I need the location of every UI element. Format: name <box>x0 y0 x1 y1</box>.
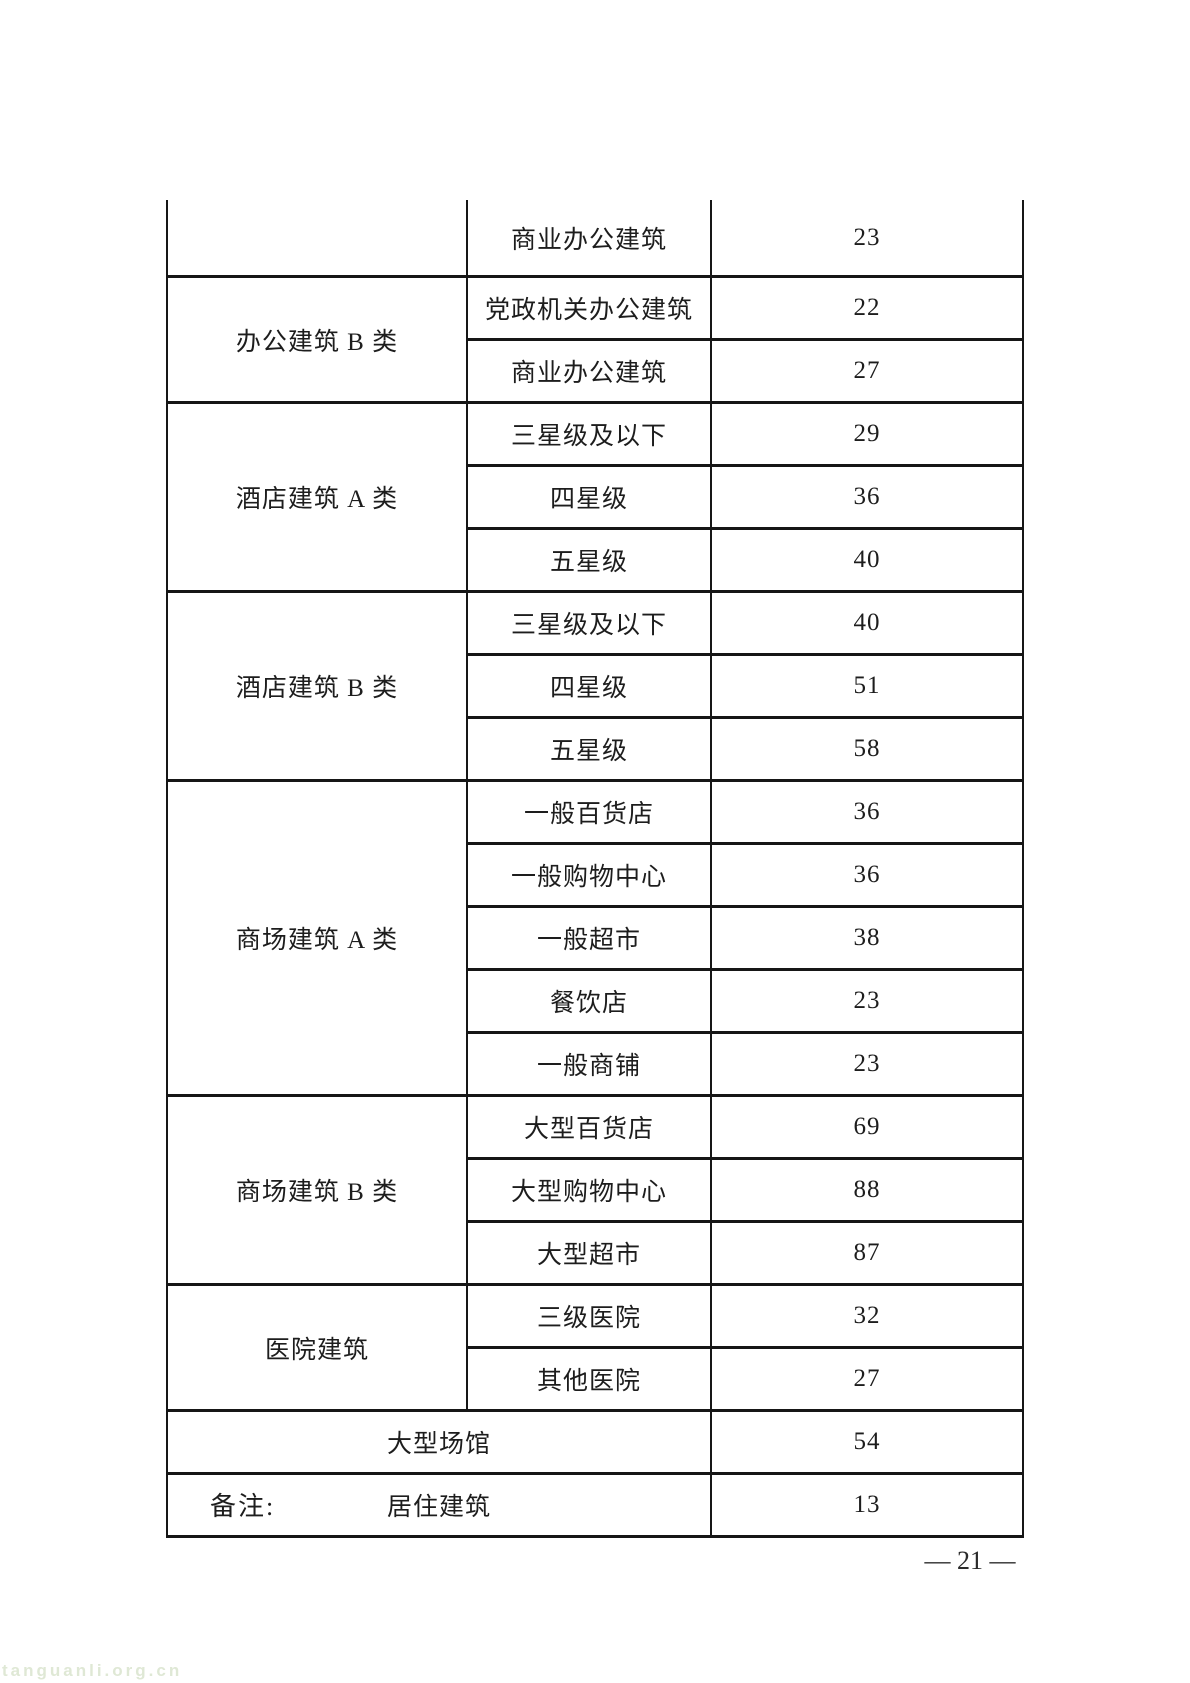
subcategory-cell: 五星级 <box>466 716 712 782</box>
subcategory-cell: 三星级及以下 <box>466 401 712 467</box>
table-row: 大型超市 87 <box>167 1220 1024 1286</box>
subcategory-cell: 一般百货店 <box>466 779 712 845</box>
category-cell-continued <box>166 200 468 278</box>
page-number: — 21 — <box>924 1546 1016 1575</box>
table-row: 酒店建筑 B 类 三星级及以下 40 <box>166 590 1024 782</box>
table-row: 一般超市 38 <box>167 905 1024 971</box>
table-row: 酒店建筑 A 类 三星级及以下 29 <box>166 401 1024 593</box>
value-cell: 69 <box>710 1094 1024 1160</box>
building-energy-table: 商业办公建筑 23 办公建筑 B 类 党政机关办公建筑 22 商业办公建筑 27… <box>166 200 1024 1538</box>
value-cell: 38 <box>710 905 1024 971</box>
table-row: 商业办公建筑 23 <box>166 200 1024 278</box>
category-cell: 酒店建筑 A 类 <box>166 401 468 593</box>
value-cell: 40 <box>710 590 1024 656</box>
table-row: 一般购物中心 36 <box>167 842 1024 908</box>
table-row: 商场建筑 B 类 大型百货店 69 <box>166 1094 1024 1286</box>
subcategory-cell: 四星级 <box>466 464 712 530</box>
table-row: 商业办公建筑 27 <box>167 338 1024 404</box>
value-cell: 32 <box>710 1283 1024 1349</box>
subcategory-cell: 党政机关办公建筑 <box>466 275 712 341</box>
table-row: 办公建筑 B 类 党政机关办公建筑 22 <box>166 275 1024 404</box>
subcategory-cell: 餐饮店 <box>466 968 712 1034</box>
subcategory-cell: 三星级及以下 <box>466 590 712 656</box>
merged-category-cell: 大型场馆 <box>166 1409 712 1475</box>
category-cell: 商场建筑 B 类 <box>166 1094 468 1286</box>
subcategory-cell: 三级医院 <box>466 1283 712 1349</box>
value-cell: 13 <box>710 1472 1024 1538</box>
table-row: 四星级 51 <box>167 653 1024 719</box>
value-cell: 22 <box>710 275 1024 341</box>
notes-label: 备注: <box>210 1492 276 1521</box>
subcategory-cell: 商业办公建筑 <box>466 200 712 278</box>
table-row: 一般商铺 23 <box>167 1031 1024 1097</box>
value-cell: 36 <box>710 779 1024 845</box>
value-cell: 88 <box>710 1157 1024 1223</box>
subcategory-cell: 一般商铺 <box>466 1031 712 1097</box>
category-cell: 商场建筑 A 类 <box>166 779 468 1097</box>
subcategory-cell: 大型百货店 <box>466 1094 712 1160</box>
subcategory-cell: 五星级 <box>466 527 712 593</box>
table-row: 其他医院 27 <box>167 1346 1024 1412</box>
subcategory-cell: 四星级 <box>466 653 712 719</box>
value-cell: 23 <box>710 200 1024 278</box>
value-cell: 36 <box>710 842 1024 908</box>
subcategory-cell: 一般购物中心 <box>466 842 712 908</box>
subcategory-cell: 其他医院 <box>466 1346 712 1412</box>
value-cell: 23 <box>710 1031 1024 1097</box>
table-row: 四星级 36 <box>167 464 1024 530</box>
watermark: tanguanli.org.cn <box>2 1661 183 1680</box>
value-cell: 27 <box>710 1346 1024 1412</box>
subcategory-cell: 大型购物中心 <box>466 1157 712 1223</box>
category-cell: 办公建筑 B 类 <box>166 275 468 404</box>
value-cell: 40 <box>710 527 1024 593</box>
value-cell: 23 <box>710 968 1024 1034</box>
value-cell: 51 <box>710 653 1024 719</box>
category-cell: 酒店建筑 B 类 <box>166 590 468 782</box>
category-cell: 医院建筑 <box>166 1283 468 1412</box>
table-row: 大型场馆 54 <box>166 1409 1024 1475</box>
value-cell: 58 <box>710 716 1024 782</box>
subcategory-cell: 一般超市 <box>466 905 712 971</box>
table-row: 五星级 40 <box>167 527 1024 593</box>
value-cell: 29 <box>710 401 1024 467</box>
value-cell: 87 <box>710 1220 1024 1286</box>
subcategory-cell: 商业办公建筑 <box>466 338 712 404</box>
table-row: 餐饮店 23 <box>167 968 1024 1034</box>
value-cell: 27 <box>710 338 1024 404</box>
table-row: 商场建筑 A 类 一般百货店 36 <box>166 779 1024 1097</box>
table-row: 大型购物中心 88 <box>167 1157 1024 1223</box>
value-cell: 54 <box>710 1409 1024 1475</box>
merged-category-cell: 居住建筑 <box>166 1472 712 1538</box>
table-row: 医院建筑 三级医院 32 <box>166 1283 1024 1412</box>
table-row: 居住建筑 13 <box>166 1472 1024 1538</box>
value-cell: 36 <box>710 464 1024 530</box>
subcategory-cell: 大型超市 <box>466 1220 712 1286</box>
table-row: 五星级 58 <box>167 716 1024 782</box>
